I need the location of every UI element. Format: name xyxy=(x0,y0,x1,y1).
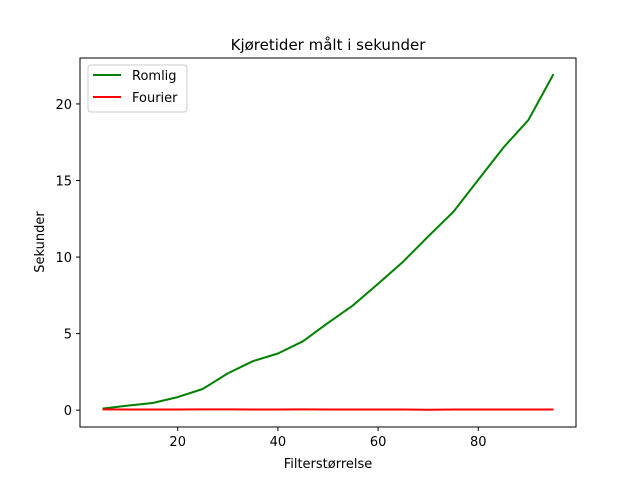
y-tick-label: 20 xyxy=(55,98,72,113)
legend-box xyxy=(87,64,188,113)
y-tick-label: 10 xyxy=(55,251,72,266)
chart-title: Kjøretider målt i sekunder xyxy=(231,36,427,54)
x-tick-label: 20 xyxy=(169,435,186,450)
legend-label: Fourier xyxy=(132,91,178,106)
x-axis: 20 40 60 80 xyxy=(169,427,487,450)
y-axis: 0 5 10 15 20 xyxy=(55,98,80,419)
x-axis-label: Filterstørrelse xyxy=(284,457,373,472)
legend: Romlig Fourier xyxy=(87,64,188,113)
y-axis-label: Sekunder xyxy=(33,211,48,273)
plot-lines xyxy=(102,73,555,411)
plot-frame xyxy=(79,57,577,428)
legend-label: Romlig xyxy=(132,69,177,84)
x-tick-label: 60 xyxy=(370,435,387,450)
y-tick-label: 0 xyxy=(64,404,72,419)
y-tick-label: 15 xyxy=(55,174,72,189)
series-line-romlig xyxy=(102,73,555,410)
x-tick-label: 80 xyxy=(470,435,487,450)
x-tick-label: 40 xyxy=(270,435,287,450)
y-tick-label: 5 xyxy=(64,328,72,343)
